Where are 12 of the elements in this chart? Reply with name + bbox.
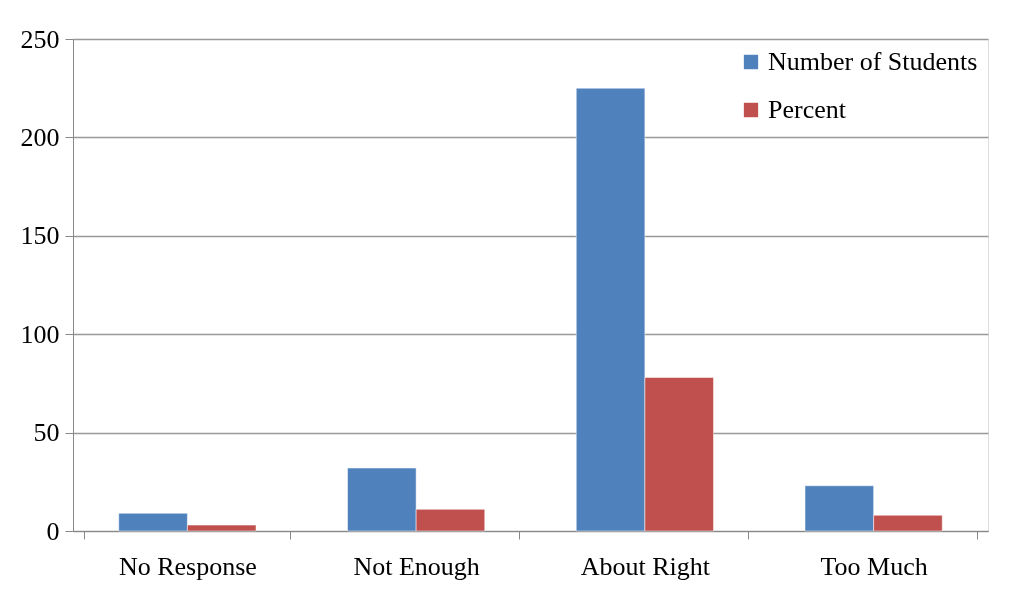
y-tick-label: 250: [20, 24, 60, 54]
x-tick-label: Too Much: [820, 551, 928, 581]
y-tick-label: 150: [20, 221, 60, 251]
y-tick-label: 0: [46, 516, 60, 546]
x-tick-label: Not Enough: [353, 551, 480, 581]
legend-label: Number of Students: [768, 47, 978, 76]
y-tick-label: 100: [20, 319, 60, 349]
x-tick-label: About Right: [580, 551, 711, 581]
x-tick-label: No Response: [118, 551, 257, 581]
y-tick-label: 200: [20, 122, 60, 152]
legend-label: Percent: [768, 95, 847, 124]
y-tick-label: 50: [33, 418, 60, 448]
